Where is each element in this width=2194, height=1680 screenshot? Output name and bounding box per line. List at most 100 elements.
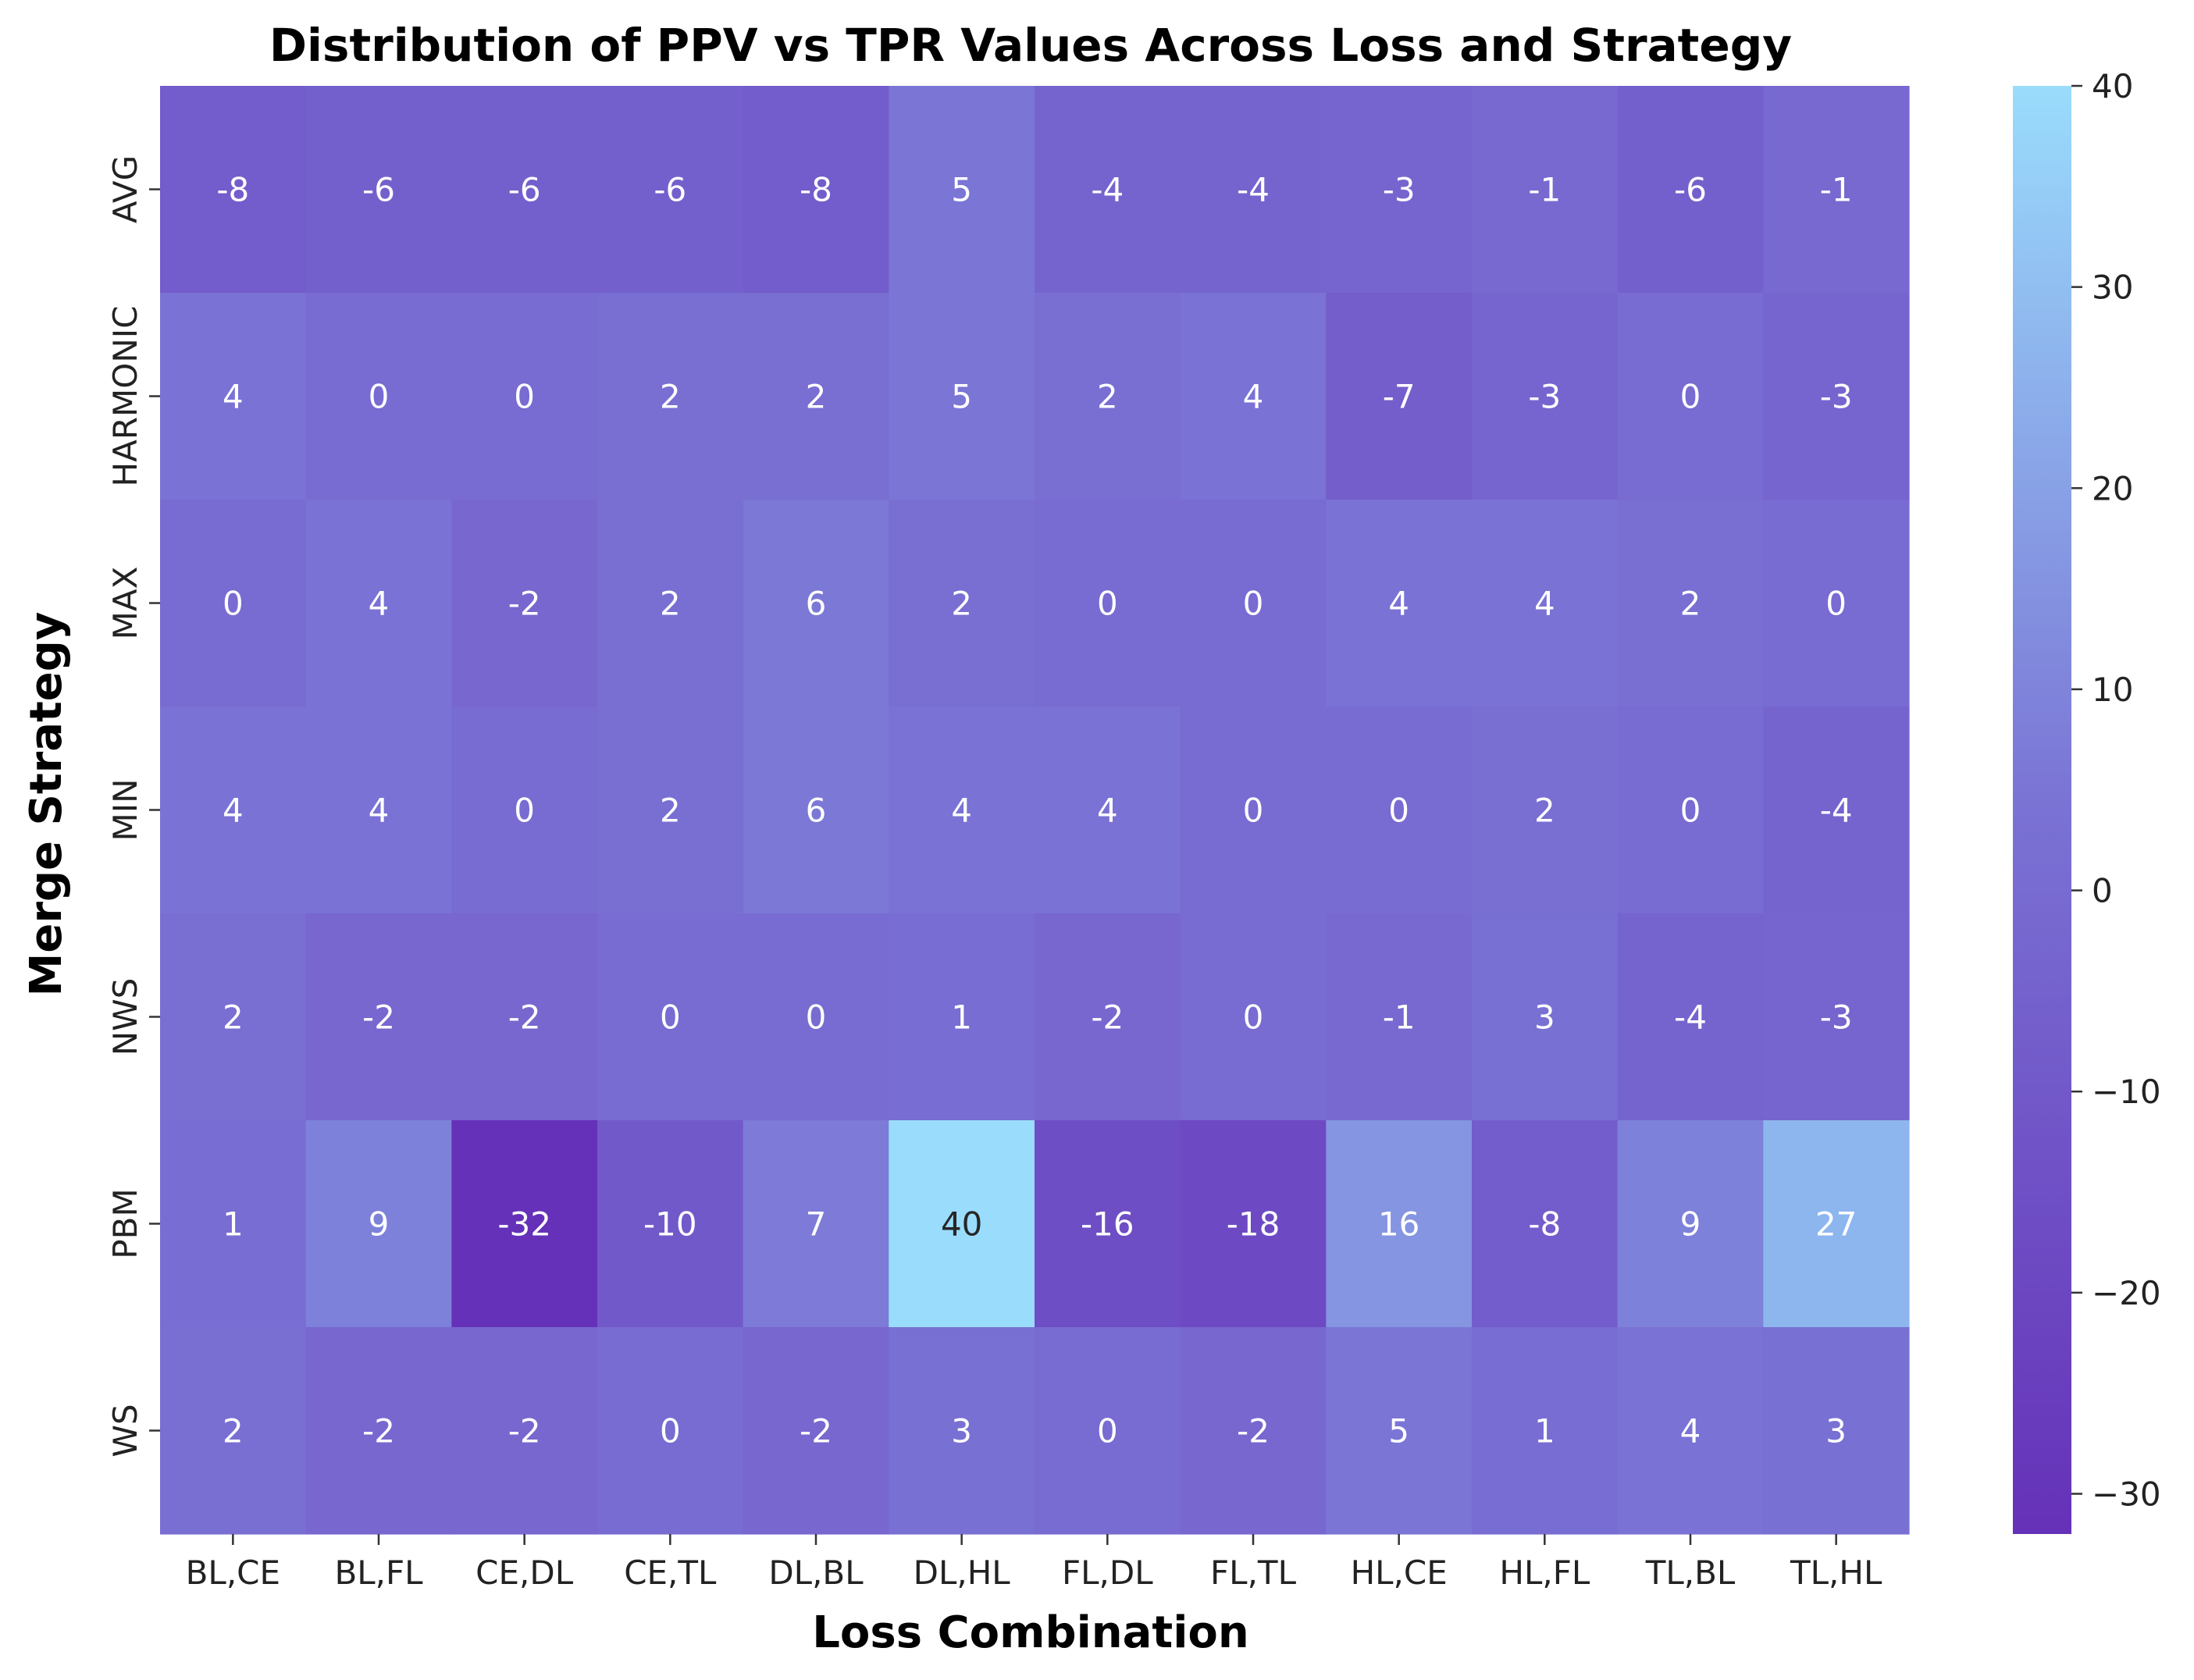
heatmap-cell — [305, 1327, 452, 1535]
x-tick-label: DL,HL — [914, 1554, 1011, 1592]
heatmap-cell-label: -2 — [1237, 1412, 1270, 1450]
heatmap-cell — [889, 86, 1035, 294]
colorbar-tick-label: 40 — [2092, 67, 2133, 105]
heatmap-cell — [305, 500, 452, 707]
heatmap-cell-label: 0 — [514, 792, 535, 830]
heatmap-cell-label: -3 — [1820, 378, 1853, 416]
heatmap-cell — [1617, 913, 1764, 1121]
y-tick-label: HARMONIC — [106, 306, 144, 487]
heatmap-cell — [1472, 913, 1619, 1121]
x-tick-label: BL,CE — [186, 1554, 280, 1592]
heatmap-cell-label: 6 — [806, 585, 827, 623]
heatmap-cell — [743, 1120, 889, 1328]
heatmap-cell — [597, 293, 744, 500]
y-axis-ticks: AVG HARMONIC MAX MIN NWS PBM WS — [106, 155, 160, 1458]
heatmap-cell — [1472, 86, 1619, 294]
x-tick-label: CE,TL — [624, 1554, 717, 1592]
heatmap-cell-label: 6 — [806, 792, 827, 830]
heatmap-cell — [1472, 1120, 1619, 1328]
heatmap-cell-label: 2 — [1680, 585, 1701, 623]
y-tick-label: MAX — [106, 567, 144, 640]
heatmap-cell-label: -3 — [1528, 378, 1561, 416]
heatmap-cell — [1326, 1120, 1473, 1328]
heatmap-cell-label: 0 — [806, 998, 827, 1037]
heatmap-cell-label: 2 — [223, 998, 244, 1037]
heatmap-cell-labels: -8 -6 -6 -6 -8 5 -4 -4 -3 -1 -6 -14 0 0 2 2 5 2 4 -7 -3 0 -30 4… — [216, 171, 1857, 1450]
heatmap-cell-label: -6 — [654, 171, 686, 209]
heatmap-cell — [1763, 86, 1910, 294]
heatmap-cell-label: 9 — [369, 1205, 390, 1244]
heatmap-cell-label: 0 — [1097, 1412, 1118, 1450]
heatmap-cell-label: 2 — [1534, 792, 1555, 830]
heatmap-cell-label: -18 — [1227, 1205, 1280, 1244]
x-tick-label: HL,FL — [1499, 1554, 1590, 1592]
x-axis-label: Loss Combination — [812, 1607, 1248, 1658]
heatmap-cell-label: 3 — [1534, 998, 1555, 1037]
x-tick-label: BL,FL — [334, 1554, 423, 1592]
heatmap-cell — [451, 707, 598, 914]
heatmap-cell — [305, 293, 452, 500]
heatmap-cell-label: -4 — [1820, 792, 1853, 830]
heatmap-cell — [160, 86, 307, 294]
heatmap-cell-label: -1 — [1528, 171, 1561, 209]
heatmap-cell — [597, 707, 744, 914]
heatmap-cell-label: 40 — [941, 1205, 982, 1244]
heatmap-cell-label: 4 — [223, 378, 244, 416]
heatmap-cell-label: -1 — [1383, 998, 1416, 1037]
heatmap-cell-label: 0 — [1243, 998, 1264, 1037]
heatmap-cell-label: 5 — [1388, 1412, 1409, 1450]
heatmap-cell-label: -6 — [362, 171, 395, 209]
x-tick-label: TL,HL — [1790, 1554, 1882, 1592]
heatmap-cell-label: -32 — [497, 1205, 551, 1244]
x-axis-ticks: BL,CE BL,FL CE,DL CE,TL DL,BL DL,HL FL,DL FL,TL… — [186, 1534, 1882, 1592]
heatmap-cell — [451, 86, 598, 294]
heatmap-cell-label: -3 — [1820, 998, 1853, 1037]
heatmap-cell — [1326, 86, 1473, 294]
heatmap-cell — [1617, 1120, 1764, 1328]
heatmap-cell-label: 7 — [806, 1205, 827, 1244]
heatmap-cell — [889, 500, 1035, 707]
heatmap-cell — [743, 913, 889, 1121]
heatmap-cell-label: 0 — [223, 585, 244, 623]
y-tick-label: AVG — [106, 155, 144, 223]
heatmap-cell-label: -6 — [1674, 171, 1707, 209]
heatmap-cell-label: 0 — [1097, 585, 1118, 623]
heatmap-cell-label: 2 — [660, 378, 681, 416]
heatmap-cell-label: 4 — [369, 792, 390, 830]
heatmap-cell-label: 1 — [951, 998, 972, 1037]
heatmap-cell-label: 4 — [1243, 378, 1264, 416]
heatmap-cell-label: 5 — [951, 378, 972, 416]
heatmap-cell — [1763, 500, 1910, 707]
heatmap-cell-label: 0 — [1825, 585, 1847, 623]
heatmap-cell — [597, 1327, 744, 1535]
heatmap-cell-label: 2 — [660, 585, 681, 623]
heatmap-cell — [1617, 86, 1764, 294]
heatmap-cell — [1326, 293, 1473, 500]
heatmap-cell — [1035, 913, 1181, 1121]
heatmap-cells — [160, 86, 1910, 1535]
heatmap-cell — [1180, 293, 1327, 500]
colorbar-ticks: 40 30 20 10 0 −10 −20 −30 — [2071, 67, 2161, 1513]
heatmap-cell — [451, 1327, 598, 1535]
heatmap-cell-label: -6 — [508, 171, 541, 209]
heatmap-cell — [743, 707, 889, 914]
x-tick-label: CE,DL — [475, 1554, 574, 1592]
heatmap-cell-label: -3 — [1383, 171, 1416, 209]
y-tick-label: PBM — [106, 1188, 144, 1258]
heatmap-cell-label: 4 — [1680, 1412, 1701, 1450]
heatmap-cell — [1617, 707, 1764, 914]
heatmap-cell — [1035, 707, 1181, 914]
heatmap-cell-label: -7 — [1383, 378, 1416, 416]
heatmap-cell-label: 2 — [806, 378, 827, 416]
heatmap-cell — [1180, 707, 1327, 914]
heatmap-cell-label: 3 — [1825, 1412, 1847, 1450]
x-tick-label: TL,BL — [1645, 1554, 1736, 1592]
heatmap-cell — [160, 707, 307, 914]
heatmap-cell-label: 2 — [951, 585, 972, 623]
heatmap-cell-label: 27 — [1815, 1205, 1857, 1244]
heatmap-cell-label: 0 — [369, 378, 390, 416]
heatmap-cell — [1617, 500, 1764, 707]
heatmap-cell — [1180, 913, 1327, 1121]
heatmap-cell — [451, 913, 598, 1121]
heatmap-cell-label: -1 — [1820, 171, 1853, 209]
